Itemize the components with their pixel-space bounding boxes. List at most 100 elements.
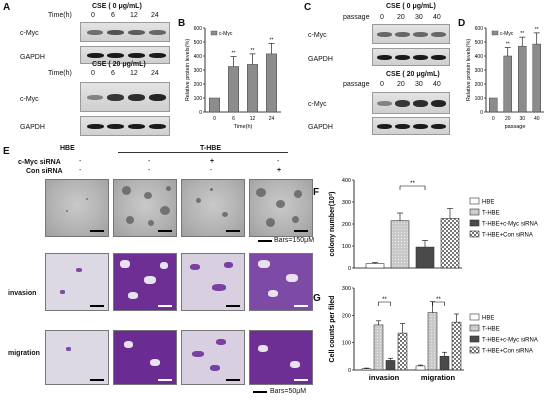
blot-a-top-gapdh-label: GAPDH: [20, 54, 45, 61]
chart-f: 0 100 200 300 400 ** colony number(10²) HBE T-HB…: [329, 178, 538, 272]
b-y-tick-label-2: 200: [194, 82, 203, 88]
g-bar-1-2: [439, 356, 450, 371]
blot-c-bottom-title: CSE ( 20 μg/mL): [386, 71, 440, 78]
g-legend-label-1: T-HBE: [482, 327, 500, 333]
f-legend-label-0: HBE: [482, 200, 494, 206]
blot-a-bottom-time-label: Time(h): [48, 70, 72, 77]
g-x-tick-label-0: invasion: [369, 373, 400, 382]
panel-label-f: F: [313, 187, 320, 198]
d-sig-2: **: [520, 31, 524, 37]
g-bar-0-3: [397, 332, 408, 371]
b-sig-3: **: [270, 37, 274, 43]
scale-bar-top: [258, 240, 272, 242]
blot-a-bottom-cmyc: [80, 82, 170, 112]
f-y-tick-label-0: 0: [348, 266, 351, 272]
scale-label-bottom: Bars=50μM: [270, 388, 307, 395]
row-label-con-sirna: Con siRNA: [26, 168, 63, 175]
blot-a-bottom-time-0: 0: [91, 70, 95, 77]
d-y-tick-label-2: 200: [475, 82, 484, 88]
f-legend-label-3: T-HBE+Con siRNA: [482, 233, 533, 239]
panel-label-d: D: [458, 18, 466, 29]
f-legend-swatch-3: [469, 230, 480, 238]
blot-a-top-time-12: 12: [130, 12, 138, 19]
d-legend-label: c-Myc: [500, 31, 514, 37]
blot-a-bottom-time-24: 24: [151, 70, 159, 77]
g-y-tick-label-2: 200: [342, 313, 351, 319]
blot-c-top-passage-30: 30: [415, 14, 423, 21]
blot-a-bottom-title: CSE ( 20 μg/mL): [92, 61, 146, 68]
g-sig-label-1: **: [436, 297, 441, 303]
f-y-tick-label-4: 400: [342, 178, 351, 184]
d-x-tick-label-0: 0: [492, 116, 495, 122]
d-x-tick-label-2: 30: [519, 116, 525, 122]
colony-image-hbe: [45, 179, 109, 237]
b-x-tick-label-3: 24: [269, 116, 275, 122]
mark-r1-c4: -: [277, 158, 280, 165]
panel-label-c: C: [304, 2, 312, 13]
panel-label-b: B: [178, 18, 186, 29]
invasion-image-hbe: [45, 253, 109, 311]
blot-a-top-cmyc-label: c-Myc: [20, 30, 39, 37]
colony-image-thbe: [113, 179, 177, 237]
migration-image-cmyc-sirna: [181, 330, 245, 385]
d-y-tick-label-3: 300: [475, 68, 484, 74]
b-bar-0: [209, 97, 220, 113]
blot-a-bottom-gapdh: [80, 116, 170, 136]
blot-c-bottom-passage-0: 0: [380, 81, 384, 88]
scale-bar-bottom: [253, 391, 267, 393]
b-bar-3: [266, 53, 277, 113]
migration-image-thbe: [113, 330, 177, 385]
g-x-tick-label-1: migration: [421, 373, 456, 382]
panel-label-a: A: [3, 2, 11, 13]
chart-b: 0 100 200 300 400 500 600 0 ** 6 ** 12 ** 24 Time(h) Re…: [185, 26, 281, 130]
f-legend-swatch-0: [469, 197, 480, 205]
g-bar-0-2: [385, 360, 396, 371]
d-sig-1: **: [506, 42, 510, 48]
invasion-image-cmyc-sirna: [181, 253, 245, 311]
b-y-axis-label: Relative protein levels(%): [185, 39, 191, 102]
d-bar-2: [518, 45, 527, 113]
mark-r2-c1: -: [79, 167, 82, 174]
colony-image-cmyc-sirna: [181, 179, 245, 237]
blot-a-top-time-0: 0: [91, 12, 95, 19]
g-y-tick-label-0: 0: [348, 368, 351, 374]
b-y-tick-label-1: 100: [194, 96, 203, 102]
f-bar-1: [390, 220, 410, 269]
blot-a-bottom-gapdh-label: GAPDH: [20, 124, 45, 131]
g-sig-bracket-1: [432, 301, 445, 306]
blot-a-top-time-6: 6: [111, 12, 115, 19]
blot-c-bottom-gapdh: [372, 117, 450, 135]
blot-c-bottom-passage-40: 40: [433, 81, 441, 88]
mark-r2-c4: +: [277, 167, 282, 174]
chart-d: 0 100 200 300 400 500 600 0 ** 20 ** 30 ** 40 passage R…: [466, 26, 544, 130]
panel-label-e: E: [3, 146, 10, 157]
blot-a-top-time-24: 24: [151, 12, 159, 19]
blot-a-top-gapdh: [80, 46, 170, 64]
blot-a-top-time-label: Time(h): [48, 12, 72, 19]
d-y-tick-label-6: 600: [475, 26, 484, 32]
chart-g: 0 100 200 300 ** invasion ** migration Cell coun…: [329, 286, 538, 382]
d-y-tick-label-1: 100: [475, 96, 484, 102]
blot-c-top-cmyc: [372, 24, 450, 44]
g-legend-swatch-0: [469, 313, 480, 321]
g-y-tick-label-1: 100: [342, 341, 351, 347]
colony-image-con-sirna: [249, 179, 313, 237]
mark-r1-c3: +: [210, 158, 215, 165]
d-x-tick-label-3: 40: [534, 116, 540, 122]
blot-c-bottom-gapdh-label: GAPDH: [308, 124, 333, 131]
f-sig-label: **: [410, 181, 415, 187]
migration-image-con-sirna: [249, 330, 313, 385]
b-y-tick-label-5: 500: [194, 40, 203, 46]
b-y-tick-label-0: 0: [199, 110, 202, 116]
g-legend-label-0: HBE: [482, 316, 494, 322]
group-label-hbe: HBE: [60, 145, 75, 152]
f-legend-swatch-1: [469, 208, 480, 216]
b-sig-1: **: [232, 51, 236, 57]
d-bar-1: [503, 55, 512, 113]
blot-c-top-passage-20: 20: [397, 14, 405, 21]
g-legend-label-2: T-HBE+c-Myc siRNA: [482, 338, 538, 344]
row-label-cmyc-sirna: c-Myc siRNA: [18, 159, 61, 166]
blot-a-top-cmyc: [80, 22, 170, 42]
b-x-tick-label-0: 0: [213, 116, 216, 122]
blot-a-bottom-cmyc-label: c-Myc: [20, 96, 39, 103]
